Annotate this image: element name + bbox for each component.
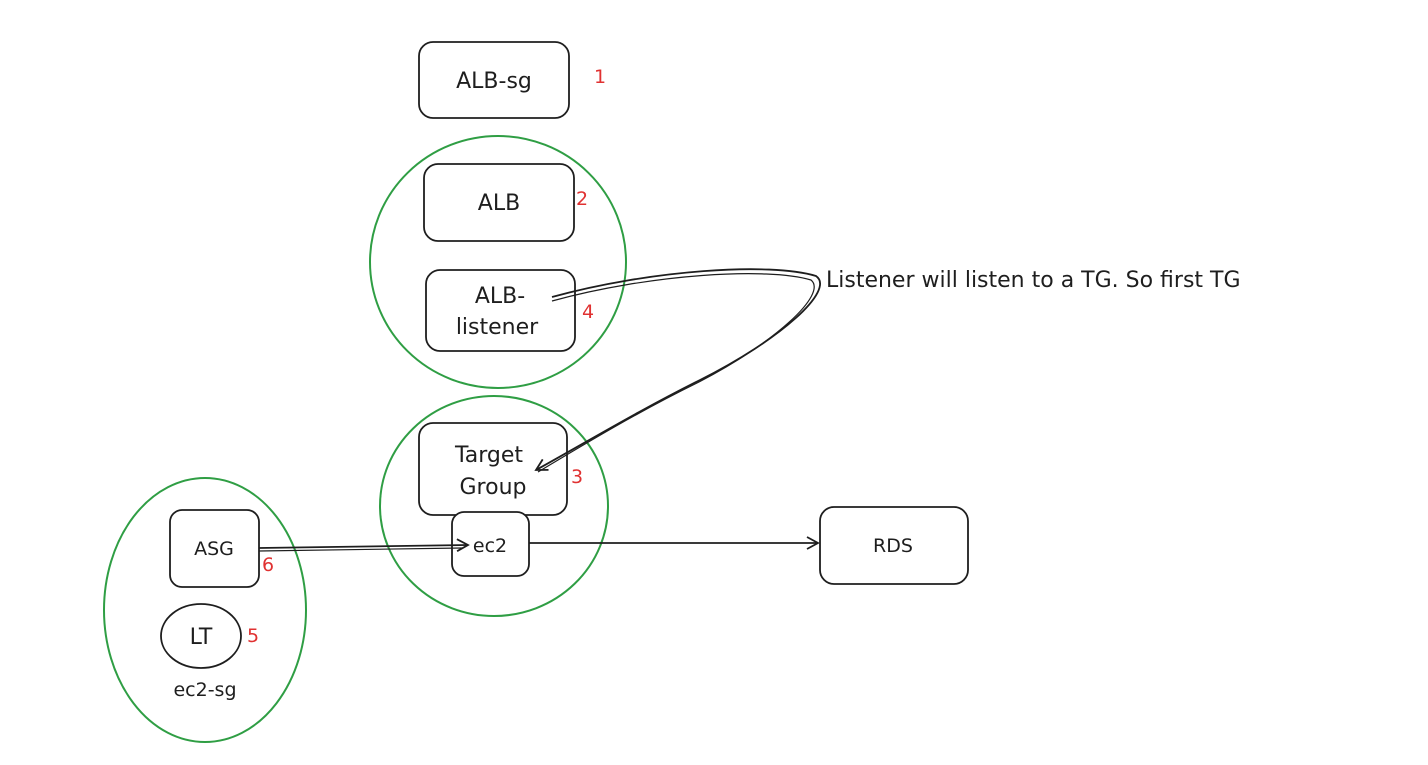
alb-label: ALB [478,191,520,216]
asg-node: ASG [169,509,260,588]
listener-note: Listener will listen to a TG. So first T… [826,268,1241,293]
alb-sg-order-number: 1 [594,66,606,88]
ec2-label: ec2 [473,535,507,557]
alb-listener-label-line1: ALB- [475,284,525,309]
lt-node: LT [160,603,242,669]
asg-label: ASG [194,538,234,560]
alb-order-number: 2 [576,188,588,210]
alb-sg-node: ALB-sg [418,41,570,119]
lt-order-number: 5 [247,625,259,647]
alb-listener-order-number: 4 [582,301,594,323]
arrow-listener-to-target-group-double-line [537,273,815,473]
arrow-asg-to-ec2 [258,538,470,552]
rds-node: RDS [819,506,969,585]
ec2-sg-label: ec2-sg [173,679,236,701]
arrow-listener-to-target-group [534,268,821,471]
alb-node: ALB [423,163,575,242]
group-circle-alb [369,135,627,389]
target-group-label-line1: Target [454,443,523,468]
rds-label: RDS [873,535,913,557]
target-group-node: Target Group [418,422,568,516]
alb-listener-label-line2: listener [456,315,539,340]
arrow-asg-to-ec2-double-line [258,547,463,552]
asg-order-number: 6 [262,554,274,576]
group-circle-asg [103,477,307,743]
alb-sg-label: ALB-sg [456,69,532,94]
group-circle-target-group [379,395,609,617]
ec2-node: ec2 [451,511,530,577]
target-group-label-line2: Group [460,475,527,500]
alb-listener-node: ALB- listener [425,269,576,352]
lt-label: LT [190,625,213,650]
target-group-order-number: 3 [571,466,583,488]
